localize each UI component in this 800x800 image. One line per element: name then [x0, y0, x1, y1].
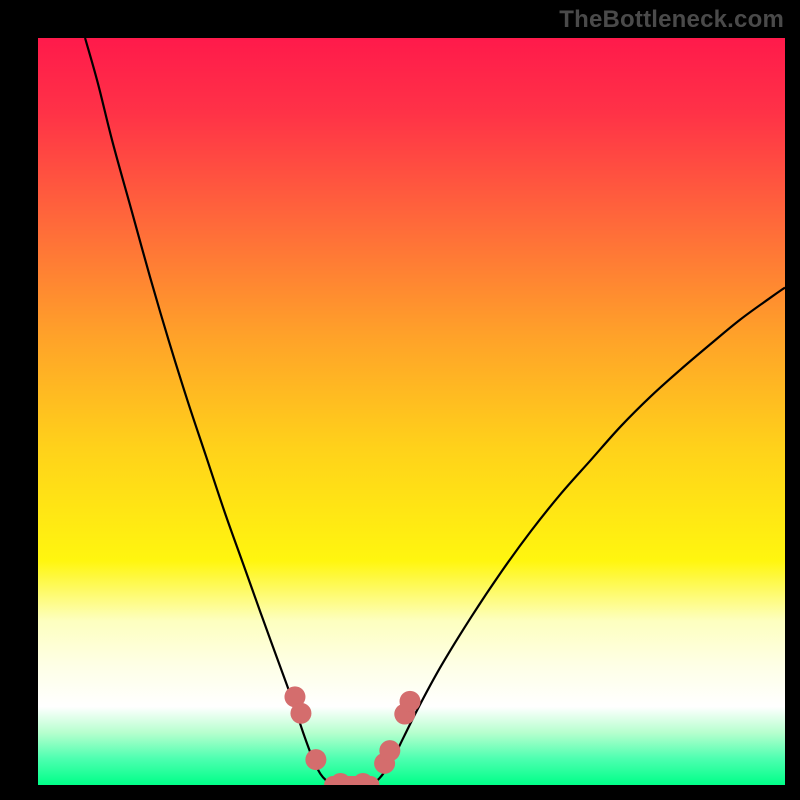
chart-svg: [38, 38, 785, 785]
marker-dot: [305, 749, 326, 770]
marker-dot: [290, 703, 311, 724]
figure-frame: TheBottleneck.com: [0, 0, 800, 800]
marker-dot: [379, 740, 400, 761]
watermark-label: TheBottleneck.com: [559, 6, 784, 34]
marker-dot: [400, 691, 421, 712]
plot-area: [38, 38, 785, 785]
gradient-background: [38, 38, 785, 785]
